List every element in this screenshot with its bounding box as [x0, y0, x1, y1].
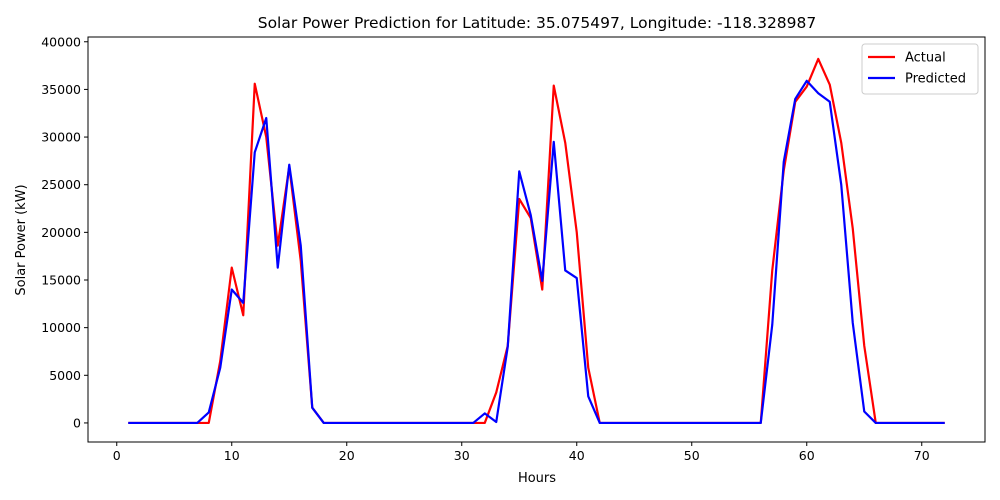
legend-label-predicted: Predicted: [905, 72, 966, 87]
chart-title: Solar Power Prediction for Latitude: 35.…: [258, 14, 817, 32]
y-axis: 0 5000 10000 15000 20000 25000 30000 35000 40000: [41, 34, 88, 430]
y-tick-label: 25000: [41, 177, 81, 192]
x-tick-label: 60: [799, 448, 815, 463]
x-axis: 0 10 20 30 40 50 60 70: [113, 442, 930, 463]
legend-label-actual: Actual: [905, 51, 946, 66]
x-tick-label: 50: [684, 448, 700, 463]
y-tick-label: 40000: [41, 34, 81, 49]
legend: Actual Predicted: [861, 43, 979, 95]
y-tick-label: 10000: [41, 320, 81, 335]
x-tick-label: 10: [224, 448, 240, 463]
series-line-predicted: [128, 79, 945, 425]
y-tick-label: 0: [73, 415, 81, 430]
plot-frame: [87, 36, 986, 443]
x-tick-label: 40: [569, 448, 585, 463]
y-tick-label: 30000: [41, 130, 81, 145]
y-tick-label: 35000: [41, 82, 81, 97]
x-tick-label: 20: [339, 448, 355, 463]
y-tick-label: 15000: [41, 273, 81, 288]
x-tick-label: 30: [454, 448, 470, 463]
series-layer: [128, 57, 945, 425]
y-tick-label: 5000: [49, 368, 81, 383]
x-axis-label: Hours: [518, 471, 556, 486]
y-axis-label: Solar Power (kW): [14, 184, 29, 295]
x-tick-label: 70: [914, 448, 930, 463]
series-line-actual: [128, 57, 945, 425]
y-tick-label: 20000: [41, 225, 81, 240]
x-tick-label: 0: [113, 448, 121, 463]
